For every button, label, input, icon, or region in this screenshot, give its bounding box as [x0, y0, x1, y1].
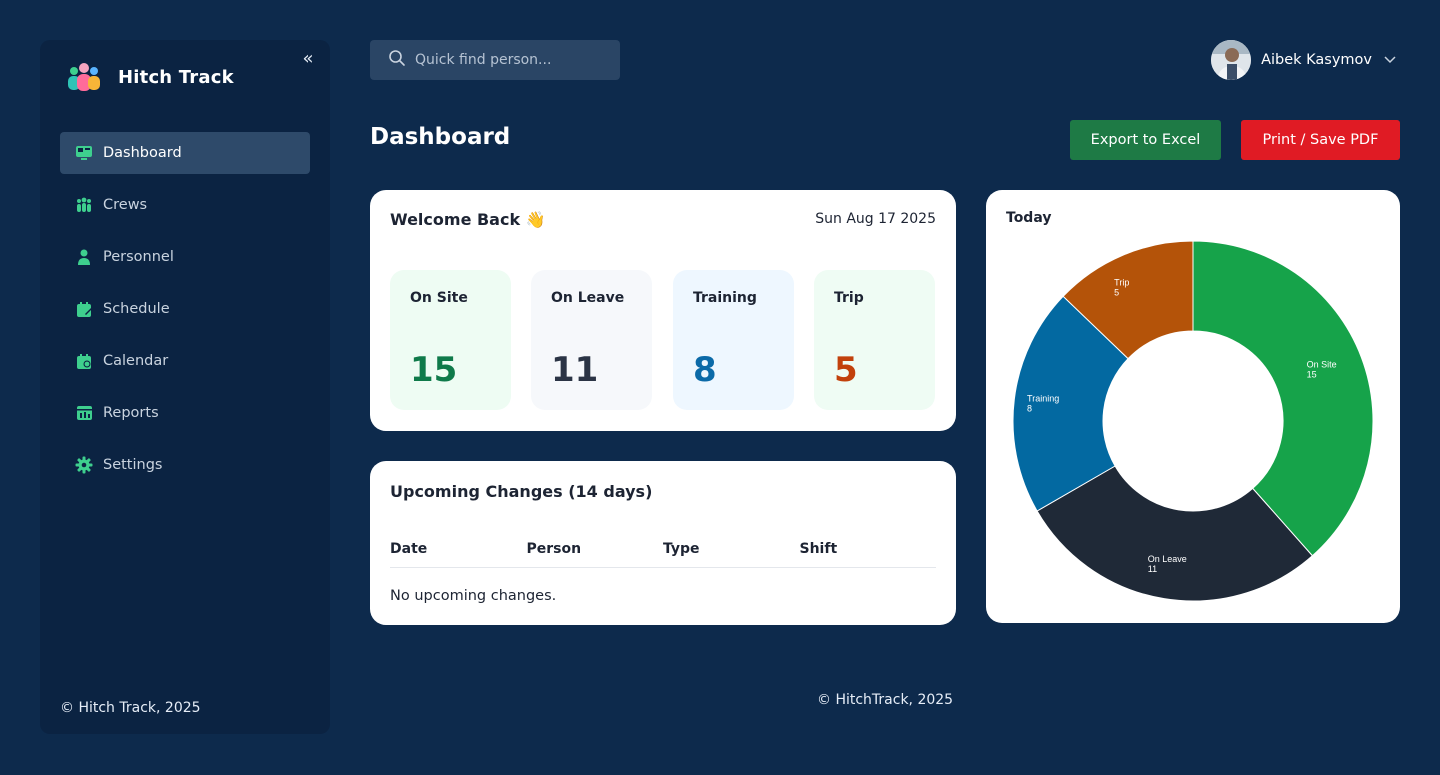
stat-training: Training 8: [673, 270, 794, 410]
stat-label: Training: [693, 290, 757, 306]
dashboard-icon: [74, 143, 94, 163]
column-header-date: Date: [390, 541, 428, 557]
column-header-person: Person: [526, 541, 582, 557]
user-menu[interactable]: Aibek Kasymov: [1211, 40, 1396, 80]
schedule-icon: [74, 299, 94, 319]
stat-label: On Leave: [551, 290, 625, 306]
stat-value: 11: [551, 350, 599, 390]
search-input[interactable]: [415, 52, 605, 68]
sidebar-item-reports[interactable]: Reports: [60, 392, 310, 434]
stat-on-site: On Site 15: [390, 270, 511, 410]
column-header-type: Type: [663, 541, 700, 557]
sidebar-item-personnel[interactable]: Personnel: [60, 236, 310, 278]
reports-icon: [74, 403, 94, 423]
brand-title: Hitch Track: [118, 66, 234, 88]
welcome-date: Sun Aug 17 2025: [815, 211, 936, 227]
export-excel-button[interactable]: Export to Excel: [1070, 120, 1221, 160]
sidebar-item-label: Crews: [103, 197, 148, 213]
today-chart-card: Today On Site 15 On Leave 11 Training 8 Trip 5: [986, 190, 1400, 623]
sidebar-item-settings[interactable]: Settings: [60, 444, 310, 486]
upcoming-changes-title: Upcoming Changes (14 days): [390, 482, 653, 501]
calendar-icon: [74, 351, 94, 371]
sidebar-item-label: Calendar: [103, 353, 169, 369]
stat-value: 5: [834, 350, 858, 390]
sidebar-item-calendar[interactable]: Calendar: [60, 340, 310, 382]
sidebar-item-label: Settings: [103, 457, 163, 473]
upcoming-changes-card: Upcoming Changes (14 days) Date Person T…: [370, 461, 956, 625]
sidebar-item-dashboard[interactable]: Dashboard: [60, 132, 310, 174]
team-logo-icon: [66, 62, 102, 92]
person-icon: [74, 247, 94, 267]
sidebar-item-label: Dashboard: [103, 145, 182, 161]
stat-label: Trip: [834, 290, 864, 306]
page-title: Dashboard: [370, 124, 511, 150]
stat-value: 8: [693, 350, 717, 390]
collapse-sidebar-button[interactable]: «: [296, 48, 320, 72]
welcome-title: Welcome Back 👋: [390, 210, 546, 229]
chevron-down-icon: [1384, 53, 1396, 67]
stat-trip: Trip 5: [814, 270, 935, 410]
sidebar: Hitch Track « Dashboard Crews Personnel: [40, 40, 330, 734]
slice-label: On Site 15: [1307, 360, 1337, 380]
search-box[interactable]: [370, 40, 620, 80]
footer-text: © HitchTrack, 2025: [817, 692, 954, 708]
stat-on-leave: On Leave 11: [531, 270, 652, 410]
page-footer: © HitchTrack, 2025: [0, 692, 1440, 708]
empty-state-text: No upcoming changes.: [390, 588, 557, 604]
sidebar-item-label: Schedule: [103, 301, 170, 317]
donut-hole: [1103, 331, 1283, 511]
slice-label: Trip 5: [1114, 278, 1129, 298]
sidebar-item-schedule[interactable]: Schedule: [60, 288, 310, 330]
search-icon: [388, 49, 406, 71]
gear-icon: [74, 455, 94, 475]
sidebar-item-label: Personnel: [103, 249, 174, 265]
avatar: [1211, 40, 1252, 80]
table-header: Date Person Type Shift: [390, 541, 936, 568]
stat-value: 15: [410, 350, 458, 390]
sidebar-nav: Dashboard Crews Personnel Schedule Calen…: [60, 132, 310, 496]
slice-label: On Leave 11: [1148, 554, 1187, 574]
double-chevron-left-icon: «: [302, 48, 314, 69]
column-header-shift: Shift: [799, 541, 838, 557]
sidebar-footer: © Hitch Track, 2025: [60, 700, 201, 716]
print-pdf-button[interactable]: Print / Save PDF: [1241, 120, 1400, 160]
stat-label: On Site: [410, 290, 468, 306]
welcome-card: Welcome Back 👋 Sun Aug 17 2025 On Site 1…: [370, 190, 956, 431]
chart-title: Today: [1006, 210, 1052, 226]
user-name: Aibek Kasymov: [1261, 52, 1372, 68]
sidebar-item-crews[interactable]: Crews: [60, 184, 310, 226]
donut-chart: On Site 15 On Leave 11 Training 8 Trip 5: [1012, 240, 1374, 602]
sidebar-item-label: Reports: [103, 405, 159, 421]
brand[interactable]: Hitch Track: [66, 62, 234, 92]
crews-icon: [74, 195, 94, 215]
slice-label: Training 8: [1027, 394, 1059, 414]
